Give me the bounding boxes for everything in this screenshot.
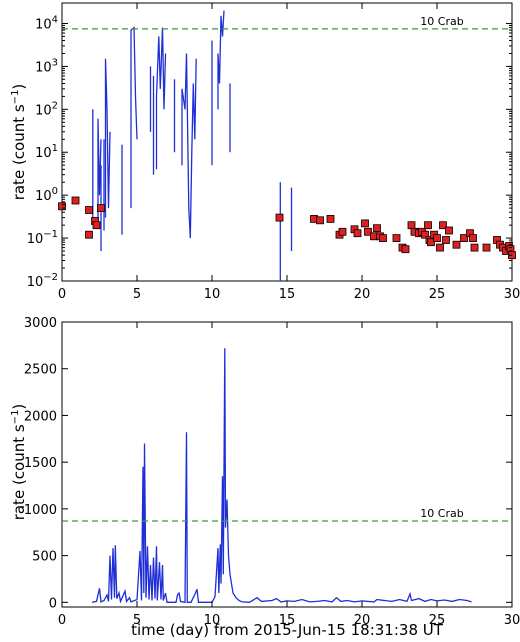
top-y-tick-label: 10−2: [27, 272, 58, 290]
top-y-tick-label: 100: [35, 186, 58, 204]
bottom-series-group: [91, 348, 472, 604]
top-y-tick-label: 103: [35, 57, 58, 75]
top-y-tick-label: 102: [35, 100, 58, 118]
top-x-tick-label: 30: [504, 287, 520, 302]
rate-marker-7: [275, 213, 284, 222]
bottom-axis-ticks: [61, 321, 513, 607]
bottom-y-tick-labels: 0 500 1000 1500 2000 2500 3000: [24, 316, 57, 611]
top-series-group: [58, 10, 516, 281]
rate-line-segment-4: [104, 58, 111, 218]
rate-marker-41: [469, 234, 477, 243]
rate-marker-31: [427, 238, 435, 247]
bottom-plot-frame: [61, 321, 513, 608]
bottom-x-tick-label: 25: [429, 613, 446, 628]
top-y-axis-title: rate (count s−1): [10, 84, 28, 201]
rate-marker-39: [460, 234, 468, 243]
rate-line: [91, 348, 472, 604]
top-reference-label: 10 Crab: [420, 15, 463, 28]
top-x-tick-labels: 0 5 10 15 20 25 30: [58, 287, 520, 302]
top-y-tick-label: 101: [35, 143, 58, 161]
rate-marker-24: [407, 221, 416, 230]
bottom-x-axis-title: time (day) from 2015-Jun-15 18:31:38 UT: [131, 621, 444, 639]
top-panel: 10 Crab 10−2 10−1 100 101 102 103 104 0 5 10 15 20…: [10, 2, 520, 302]
rate-marker-15: [361, 219, 369, 228]
bottom-y-tick-label: 2000: [24, 409, 57, 424]
rate-marker-6: [97, 204, 105, 213]
bottom-y-tick-label: 0: [49, 596, 57, 611]
top-x-tick-label: 20: [354, 287, 371, 302]
rate-marker-20: [379, 234, 387, 243]
top-y-tick-label: 104: [35, 14, 58, 32]
bottom-y-tick-label: 500: [32, 550, 57, 565]
bottom-x-tick-label: 0: [58, 613, 66, 628]
rate-marker-43: [482, 243, 491, 252]
rate-marker-38: [452, 240, 461, 249]
rate-marker-21: [392, 234, 401, 243]
rate-marker-0: [58, 202, 66, 211]
bottom-x-tick-label: 10: [204, 613, 221, 628]
bottom-reference-label: 10 Crab: [420, 507, 463, 520]
top-x-tick-label: 25: [429, 287, 446, 302]
rate-marker-16: [364, 227, 372, 236]
rate-marker-2: [85, 206, 93, 214]
rate-line-segment-6: [130, 26, 138, 209]
rate-marker-3: [85, 230, 93, 239]
bottom-y-axis-title: rate (count s−1): [10, 404, 28, 521]
rate-marker-29: [424, 221, 432, 230]
rate-marker-18: [373, 224, 381, 233]
rate-marker-34: [436, 243, 444, 252]
top-y-tick-labels: 10−2 10−1 100 101 102 103 104: [27, 14, 58, 290]
bottom-y-tick-label: 2500: [24, 363, 57, 378]
top-axis-ticks: [61, 3, 513, 282]
top-x-tick-label: 15: [279, 287, 296, 302]
rate-line-segment-13: [217, 10, 225, 110]
top-x-tick-label: 10: [204, 287, 221, 302]
bottom-y-tick-label: 1500: [24, 456, 57, 471]
bottom-panel: 10 Crab 0 500 1000 1500 2000 2500 3000 0 5 10 15 2…: [10, 316, 520, 639]
rate-marker-33: [433, 234, 441, 243]
bottom-y-tick-label: 3000: [24, 316, 57, 331]
bottom-x-tick-labels: 0 5 10 15 20 25 30: [58, 613, 520, 628]
top-y-tick-label: 10−1: [27, 229, 58, 247]
rate-marker-42: [470, 243, 479, 252]
rate-marker-36: [442, 236, 450, 244]
top-x-tick-label: 0: [58, 287, 66, 302]
bottom-x-tick-label: 15: [279, 613, 296, 628]
bottom-x-tick-label: 30: [504, 613, 520, 628]
rate-marker-14: [353, 229, 362, 238]
rate-marker-37: [445, 226, 453, 235]
rate-marker-10: [326, 214, 335, 223]
rate-marker-5: [92, 221, 101, 230]
rate-line-segment-1: [97, 118, 102, 226]
rate-marker-12: [338, 227, 347, 236]
bottom-x-tick-label: 5: [133, 613, 141, 628]
rate-marker-35: [439, 221, 447, 230]
rate-marker-9: [316, 216, 324, 225]
top-x-tick-label: 5: [133, 287, 141, 302]
bottom-y-tick-label: 1000: [24, 503, 57, 518]
rate-marker-1: [71, 196, 80, 205]
rate-line-segment-11: [181, 53, 197, 239]
bottom-x-tick-label: 20: [354, 613, 371, 628]
rate-line-segment-9: [155, 27, 167, 170]
rate-marker-28: [421, 230, 429, 239]
rate-marker-23: [401, 245, 410, 254]
